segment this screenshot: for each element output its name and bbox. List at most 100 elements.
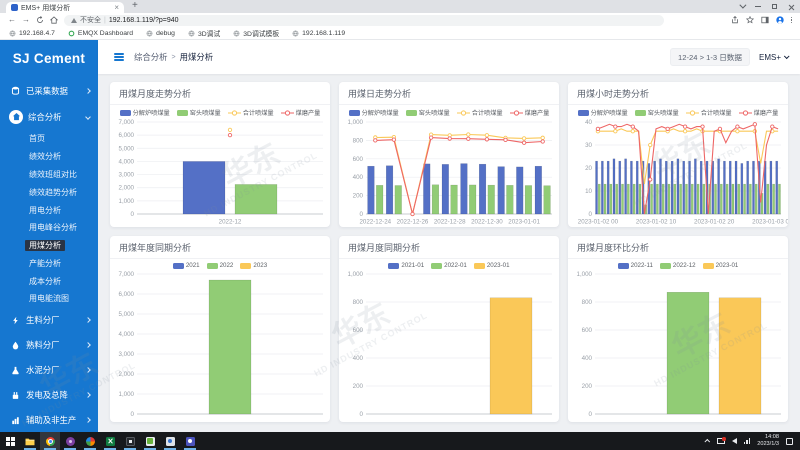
taskbar-clock[interactable]: 14:08 2023/1/3: [757, 434, 779, 447]
legend-item[interactable]: 2023-01: [702, 262, 738, 269]
taskbar-media-app-icon[interactable]: [120, 432, 140, 450]
sidebar-item-collected-data[interactable]: 已采集数据: [0, 78, 98, 103]
taskbar-excel-icon[interactable]: [100, 432, 120, 450]
taskbar-app-pinwheel-icon[interactable]: [80, 432, 100, 450]
svg-text:1,000: 1,000: [348, 119, 364, 126]
tab-close-icon[interactable]: ×: [114, 2, 119, 12]
windows-taskbar: 14:08 2023/1/3: [0, 432, 800, 450]
legend-item[interactable]: 2022: [206, 262, 233, 269]
chevron-right-icon: [85, 317, 91, 324]
maximize-icon[interactable]: [772, 4, 777, 9]
legend-item[interactable]: 煤磨产量: [738, 108, 778, 117]
profile-dropdown[interactable]: EMS+: [759, 53, 790, 62]
breadcrumb-parent[interactable]: 综合分析: [134, 52, 168, 62]
legend-item[interactable]: 窑头喷煤量: [405, 108, 450, 117]
sidebar-toggle-icon[interactable]: [114, 53, 124, 61]
legend-item[interactable]: 分解炉喷煤量: [577, 108, 628, 117]
taskbar-app-purple-icon[interactable]: [60, 432, 80, 450]
address-input[interactable]: 不安全 | 192.168.1.119/?p=940: [64, 14, 664, 26]
browser-menu-icon[interactable]: [790, 16, 792, 24]
svg-text:2022-12: 2022-12: [219, 219, 242, 226]
share-icon[interactable]: [731, 16, 739, 24]
sidebar-item-cost-analysis[interactable]: 成本分析: [29, 276, 61, 286]
sidebar-item-home[interactable]: 首页: [29, 134, 45, 144]
sidebar-item-auxiliary-nonproduction[interactable]: 辅助及非生产: [0, 408, 98, 432]
sidebar-item-raw-material-plant[interactable]: 生料分厂: [0, 308, 98, 333]
profile-avatar[interactable]: [775, 16, 784, 24]
sidebar-item-power-analysis[interactable]: 用电分析: [29, 205, 61, 215]
globe-icon: [146, 30, 153, 37]
database-icon: [9, 85, 21, 97]
legend-item[interactable]: 合计喷煤量: [685, 108, 732, 117]
new-tab-button[interactable]: +: [132, 0, 138, 11]
svg-text:2023-01-01: 2023-01-01: [508, 219, 540, 226]
legend-item[interactable]: 窑头喷煤量: [176, 108, 221, 117]
svg-text:1,000: 1,000: [577, 271, 593, 278]
legend-item[interactable]: 煤磨产量: [509, 108, 549, 117]
sidebar-item-performance-trend[interactable]: 绩效趋势分析: [29, 187, 77, 197]
taskbar-app-light-icon[interactable]: [160, 432, 180, 450]
chevron-right-icon: [85, 367, 91, 374]
tray-network-icon[interactable]: [743, 438, 751, 444]
sidebar-item-performance-analysis[interactable]: 绩效分析: [29, 152, 61, 162]
bookmark-ip-192-168-1-119[interactable]: 192.168.1.119: [292, 30, 345, 37]
tray-volume-icon[interactable]: [731, 438, 737, 444]
sidebar-item-performance-team-compare[interactable]: 绩效班组对比: [29, 169, 77, 179]
globe-icon: [188, 30, 195, 37]
bookmark-star-icon[interactable]: [745, 16, 754, 24]
taskbar-explorer-icon[interactable]: [20, 432, 40, 450]
chevron-right-icon: [85, 417, 91, 424]
legend-item[interactable]: 2023: [240, 262, 267, 269]
legend-item[interactable]: 窑头喷煤量: [634, 108, 679, 117]
reload-icon[interactable]: [36, 16, 44, 24]
legend-item[interactable]: 煤磨产量: [280, 108, 320, 117]
tray-expand-icon[interactable]: [704, 438, 710, 445]
home-icon[interactable]: [50, 16, 58, 24]
taskbar-start-icon[interactable]: [0, 432, 20, 450]
legend-item[interactable]: 分解炉喷煤量: [119, 108, 170, 117]
chart-legend: 分解炉喷煤量 窑头喷煤量 合计喷煤量 煤磨产量: [110, 105, 330, 117]
home-icon: [9, 109, 23, 124]
legend-item[interactable]: 分解炉喷煤量: [348, 108, 399, 117]
svg-text:2,000: 2,000: [119, 185, 135, 192]
bookmark-debug[interactable]: debug: [146, 30, 175, 37]
sidebar-item-comprehensive-analysis[interactable]: 综合分析: [0, 103, 98, 130]
forward-icon[interactable]: →: [22, 15, 30, 24]
window-close-icon[interactable]: [788, 4, 794, 10]
svg-text:800: 800: [353, 299, 364, 306]
taskbar-chrome-icon[interactable]: [40, 432, 60, 450]
bookmark-emqx-dashboard[interactable]: EMQX Dashboard: [68, 30, 133, 37]
notification-center-icon[interactable]: [786, 437, 793, 445]
svg-text:7,000: 7,000: [119, 271, 135, 278]
sidebar-item-clinker-plant[interactable]: 熟料分厂: [0, 333, 98, 358]
legend-item[interactable]: 2021-01: [388, 262, 424, 269]
legend-item[interactable]: 合计喷煤量: [227, 108, 274, 117]
sidebar-item-cement-plant[interactable]: 水泥分厂: [0, 358, 98, 383]
tab-search-icon[interactable]: [739, 1, 747, 9]
tray-display-icon[interactable]: [716, 437, 726, 444]
sidebar-item-power-peak-valley[interactable]: 用电峰谷分析: [29, 223, 77, 233]
chart-title: 用煤月度环比分析: [568, 236, 788, 259]
svg-text:2023-01-03 06: 2023-01-03 06: [752, 219, 788, 226]
sidebar-item-capacity-analysis[interactable]: 产能分析: [29, 258, 61, 268]
side-panel-icon[interactable]: [760, 16, 769, 24]
taskbar-teams-app-icon[interactable]: [180, 432, 200, 450]
legend-item[interactable]: 2022-01: [431, 262, 467, 269]
date-range-button[interactable]: 12-24 > 1-3 日数据: [670, 48, 750, 66]
sidebar-item-coal-analysis[interactable]: 用煤分析: [0, 237, 98, 255]
bookmark-3d-debug-template[interactable]: 3D调试模板: [233, 28, 279, 38]
legend-item[interactable]: 2022-11: [617, 262, 653, 269]
browser-tab[interactable]: EMS+ 用煤分析 ×: [6, 2, 124, 13]
legend-item[interactable]: 2022-12: [659, 262, 696, 269]
bookmark-ip-192-168-4-7[interactable]: 192.168.4.7: [9, 30, 55, 37]
sidebar-item-power-generation[interactable]: 发电及总降: [0, 383, 98, 408]
bookmark-3d-debug[interactable]: 3D调试: [188, 28, 220, 38]
legend-item[interactable]: 2021: [172, 262, 200, 269]
taskbar-editor-app-icon[interactable]: [140, 432, 160, 450]
legend-item[interactable]: 合计喷煤量: [456, 108, 503, 117]
breadcrumb: 综合分析 > 用煤分析: [134, 51, 213, 63]
legend-item[interactable]: 2023-01: [473, 262, 510, 269]
sidebar-item-energy-flow-diagram[interactable]: 用电能流图: [29, 294, 69, 304]
minimize-icon[interactable]: [755, 6, 761, 7]
back-icon[interactable]: ←: [8, 15, 16, 24]
